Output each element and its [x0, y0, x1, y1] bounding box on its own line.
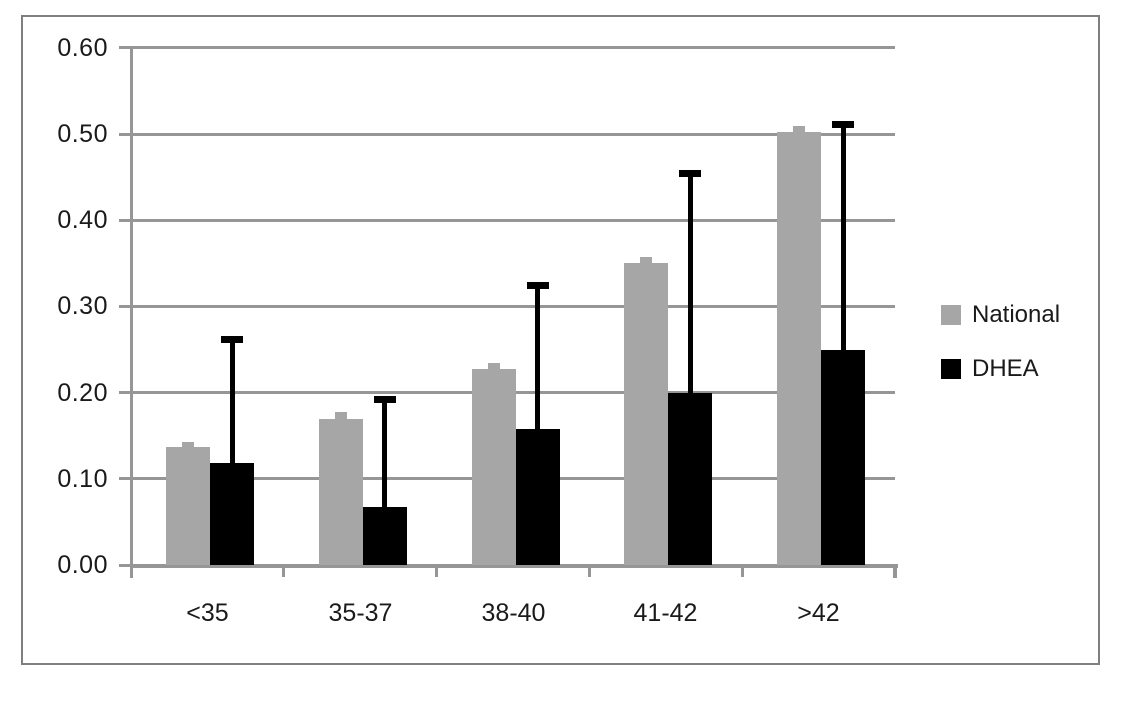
y-axis-label: 0.50: [57, 120, 108, 148]
bar-national: [472, 369, 516, 565]
bar-dhea: [516, 429, 560, 565]
x-axis-tick: [893, 566, 897, 578]
x-axis-line: [130, 564, 898, 568]
legend-label-dhea: DHEA: [972, 355, 1039, 382]
bar-dhea: [821, 350, 865, 565]
bar-national: [319, 419, 363, 565]
x-axis-label: >42: [797, 599, 840, 627]
y-axis-tick: [119, 564, 131, 567]
bar-national: [777, 132, 821, 565]
gridline: [131, 219, 895, 222]
error-bar-dhea-stem: [230, 339, 235, 463]
error-bar-dhea-cap: [527, 282, 549, 289]
gridline: [131, 305, 895, 308]
error-bar-national: [793, 126, 805, 133]
x-axis-label: 35-37: [328, 599, 393, 627]
y-axis-label: 0.10: [57, 465, 108, 493]
error-bar-dhea-stem: [535, 285, 540, 429]
error-bar-dhea-cap: [679, 170, 701, 177]
error-bar-dhea-cap: [374, 396, 396, 403]
error-bar-dhea-cap: [832, 121, 854, 128]
y-axis-label: 0.20: [57, 379, 108, 407]
x-axis-tick: [435, 567, 438, 577]
y-axis-tick: [119, 477, 131, 480]
error-bar-national: [488, 363, 500, 369]
y-axis-label: 0.40: [57, 206, 108, 234]
error-bar-national: [182, 442, 194, 448]
bar-dhea: [363, 507, 407, 565]
legend-swatch-national-icon: [941, 305, 961, 325]
bar-national: [624, 263, 668, 565]
y-axis-tick: [119, 219, 131, 222]
x-axis-tick: [282, 567, 285, 577]
x-axis-tick: [741, 567, 744, 577]
x-axis-tick: [588, 567, 591, 577]
legend-item-national: National: [941, 301, 1060, 329]
legend-item-dhea: DHEA: [941, 355, 1039, 383]
error-bar-dhea-stem: [841, 124, 846, 350]
error-bar-dhea-stem: [688, 173, 693, 393]
x-axis-label: 38-40: [481, 599, 546, 627]
y-axis-label: 0.30: [57, 292, 108, 320]
error-bar-national: [335, 412, 347, 419]
y-axis-tick: [119, 305, 131, 308]
y-axis-label: 0.00: [57, 551, 108, 579]
y-axis-label: 0.60: [57, 34, 108, 62]
legend-swatch-dhea-icon: [941, 359, 961, 379]
error-bar-national: [640, 257, 652, 263]
error-bar-dhea-stem: [382, 399, 387, 508]
y-axis-tick: [119, 133, 131, 136]
y-axis-tick: [119, 391, 131, 394]
bar-national: [166, 447, 210, 565]
legend-label-national: National: [972, 301, 1061, 328]
y-axis-line: [130, 47, 133, 578]
x-axis-label: 41-42: [633, 599, 698, 627]
bar-dhea: [210, 463, 254, 565]
y-axis-tick: [119, 46, 131, 49]
x-axis-label: <35: [186, 599, 229, 627]
error-bar-dhea-cap: [221, 336, 243, 343]
gridline: [131, 133, 895, 136]
gridline: [131, 46, 895, 49]
bar-dhea: [668, 393, 712, 565]
